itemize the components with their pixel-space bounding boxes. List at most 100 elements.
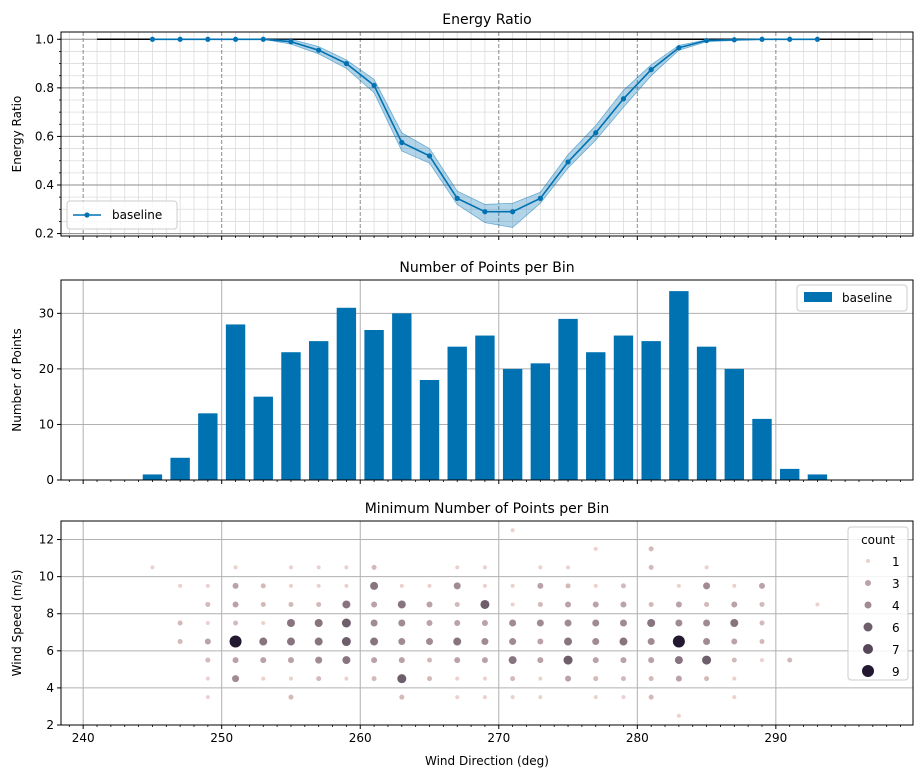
data-point bbox=[149, 36, 156, 42]
min-points-legend: count 1 3 4 6 7 9 bbox=[847, 526, 909, 681]
scatter-point bbox=[537, 601, 543, 607]
scatter-point bbox=[675, 675, 682, 682]
data-point bbox=[537, 195, 543, 201]
scatter-point bbox=[593, 583, 598, 588]
legend-label: 4 bbox=[892, 599, 900, 613]
legend-marker bbox=[863, 622, 873, 632]
data-point bbox=[814, 36, 821, 42]
scatter-point bbox=[371, 657, 378, 664]
legend-title: count bbox=[861, 533, 895, 547]
scatter-point bbox=[731, 657, 737, 663]
min-points-ytick-label: 8 bbox=[46, 607, 54, 621]
legend-marker-baseline bbox=[84, 212, 90, 218]
scatter-point bbox=[455, 695, 460, 700]
scatter-point bbox=[455, 676, 460, 681]
scatter-point bbox=[205, 657, 211, 663]
scatter-point bbox=[286, 637, 295, 646]
scatter-point bbox=[675, 619, 683, 627]
min-points-panel bbox=[61, 521, 913, 726]
scatter-point bbox=[233, 565, 238, 570]
scatter-point bbox=[593, 676, 599, 682]
scatter-point bbox=[620, 601, 627, 608]
scatter-point bbox=[344, 583, 349, 588]
scatter-point bbox=[481, 620, 488, 626]
min-points-ytick-label: 10 bbox=[39, 570, 54, 584]
scatter-point bbox=[426, 601, 433, 608]
scatter-point bbox=[620, 676, 626, 682]
scatter-point bbox=[538, 676, 543, 681]
scatter-point bbox=[341, 618, 351, 628]
energy-ratio-ytick-label: 0.2 bbox=[35, 227, 54, 241]
scatter-point bbox=[704, 565, 709, 570]
min-points-xtick-label: 260 bbox=[349, 731, 372, 745]
scatter-point bbox=[316, 583, 321, 588]
points-per-bin-ylabel: Number of Points bbox=[10, 328, 24, 431]
data-point bbox=[205, 36, 211, 42]
scatter-point bbox=[205, 601, 211, 607]
data-point bbox=[371, 82, 377, 89]
data-point bbox=[426, 153, 433, 159]
scatter-point bbox=[229, 635, 242, 648]
min-points-xtick-label: 250 bbox=[210, 731, 233, 745]
scatter-point bbox=[647, 638, 655, 646]
legend-patch-baseline bbox=[804, 292, 832, 302]
scatter-point bbox=[427, 657, 433, 663]
bar bbox=[281, 352, 301, 480]
scatter-point bbox=[205, 695, 210, 700]
scatter-point bbox=[538, 565, 543, 570]
legend-marker bbox=[864, 601, 872, 609]
scatter-point bbox=[316, 565, 321, 570]
points-per-bin-ytick-label: 0 bbox=[46, 473, 54, 487]
bar bbox=[419, 380, 440, 480]
scatter-point bbox=[454, 601, 460, 607]
energy-ratio-ytick-label: 0.8 bbox=[35, 81, 54, 95]
scatter-point bbox=[315, 656, 323, 664]
data-point bbox=[316, 47, 322, 53]
bar bbox=[530, 363, 551, 480]
bar bbox=[807, 474, 828, 480]
scatter-point bbox=[232, 657, 239, 664]
bar bbox=[780, 468, 800, 480]
data-point bbox=[510, 209, 516, 215]
scatter-point bbox=[371, 601, 378, 608]
scatter-point bbox=[566, 565, 571, 570]
scatter-point bbox=[759, 658, 764, 663]
legend-marker bbox=[862, 665, 874, 677]
scatter-point bbox=[563, 655, 573, 665]
scatter-point bbox=[398, 657, 405, 664]
scatter-point bbox=[648, 601, 654, 607]
scatter-point bbox=[342, 600, 351, 609]
scatter-point bbox=[815, 602, 820, 607]
legend-label: 1 bbox=[892, 555, 900, 569]
scatter-point bbox=[620, 583, 626, 589]
data-point bbox=[177, 36, 183, 42]
bar bbox=[364, 330, 384, 480]
scatter-point bbox=[703, 638, 711, 646]
scatter-point bbox=[427, 676, 433, 682]
scatter-point bbox=[288, 694, 294, 700]
scatter-point bbox=[565, 583, 571, 589]
scatter-point bbox=[509, 638, 517, 646]
bar bbox=[225, 324, 246, 480]
scatter-point bbox=[759, 639, 765, 645]
scatter-point bbox=[482, 676, 487, 681]
bar bbox=[696, 346, 717, 480]
bar bbox=[586, 352, 606, 480]
scatter-point bbox=[316, 601, 322, 607]
scatter-point bbox=[510, 583, 515, 588]
scatter-point bbox=[427, 583, 432, 588]
scatter-point bbox=[399, 694, 405, 700]
scatter-point bbox=[205, 583, 210, 588]
scatter-point bbox=[703, 619, 711, 627]
scatter-point bbox=[619, 619, 627, 627]
scatter-point bbox=[260, 657, 267, 664]
scatter-point bbox=[287, 657, 294, 664]
scatter-point bbox=[288, 583, 293, 588]
points-per-bin-title: Number of Points per Bin bbox=[399, 260, 574, 276]
scatter-point bbox=[341, 637, 351, 647]
scatter-point bbox=[730, 619, 739, 627]
scatter-point bbox=[371, 564, 377, 570]
scatter-point bbox=[480, 599, 490, 609]
scatter-point bbox=[732, 583, 737, 588]
